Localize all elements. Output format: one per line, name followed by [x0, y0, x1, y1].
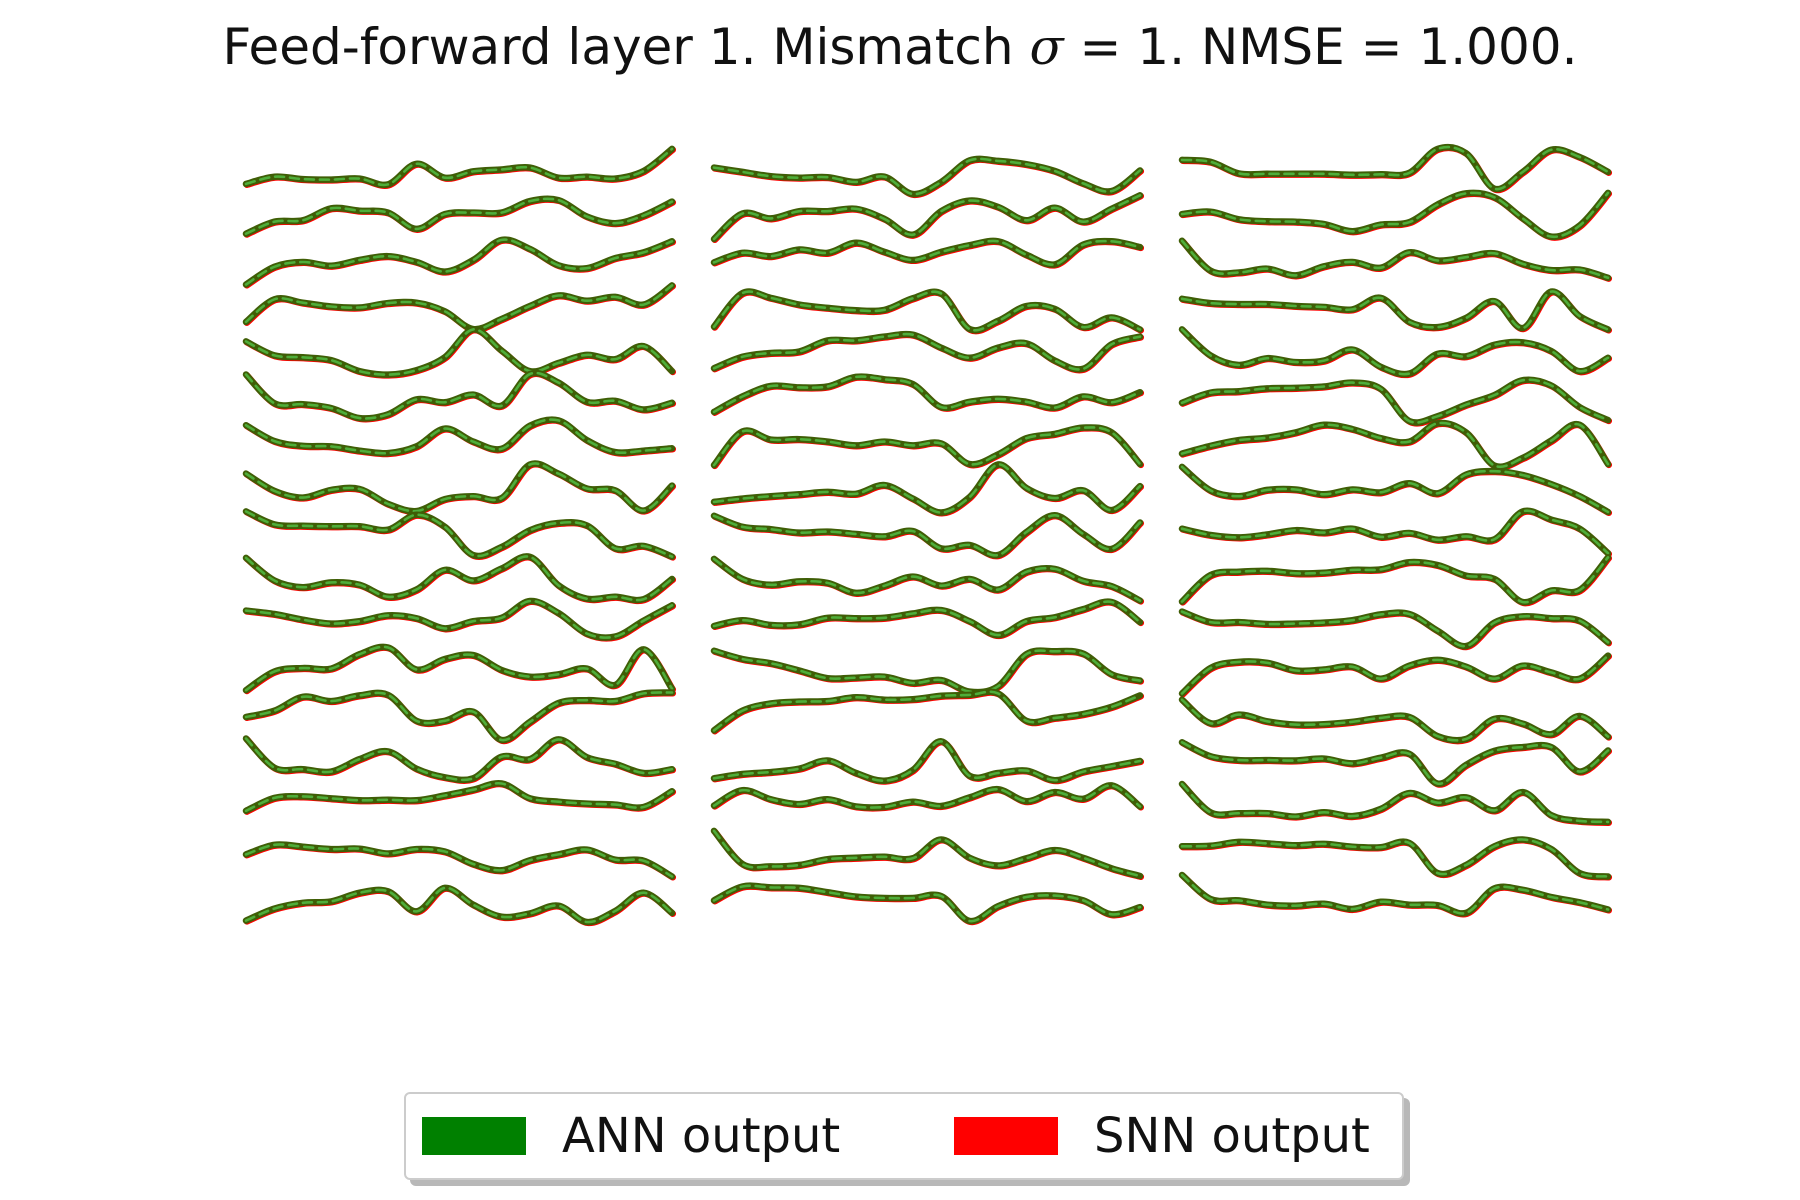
snn-trace-p3-15 — [1179, 781, 1613, 826]
panel-2 — [710, 155, 1145, 926]
ann-trace-highlight-p1-7 — [244, 418, 674, 455]
ann-trace-p2-8 — [710, 461, 1144, 516]
ann-trace-highlight-p1-5 — [244, 328, 674, 376]
chart-title-suffix: = 1. NMSE = 1.000. — [1063, 18, 1578, 76]
ann-trace-p1-13 — [242, 689, 676, 744]
snn-trace-p1-9 — [243, 508, 677, 561]
ann-trace-highlight-p1-14 — [244, 737, 674, 782]
ann-trace-p1-9 — [242, 508, 676, 560]
ann-trace-highlight-p2-11 — [712, 600, 1142, 637]
snn-trace-p2-12 — [711, 648, 1145, 697]
ann-trace-p1-6 — [242, 369, 676, 422]
legend-label-ann: ANN output — [562, 1108, 841, 1164]
ann-trace-highlight-p2-6 — [712, 375, 1142, 414]
ann-trace-highlight-p3-2 — [1180, 191, 1610, 239]
ann-trace-highlight-p2-9 — [712, 513, 1142, 557]
ann-trace-highlight-p3-8 — [1180, 465, 1610, 514]
ann-trace-p2-11 — [710, 598, 1144, 639]
ann-trace-highlight-p3-5 — [1180, 328, 1610, 376]
ann-trace-highlight-p2-4 — [712, 290, 1142, 332]
ann-trace-p3-10 — [1178, 554, 1612, 606]
ann-trace-p3-17 — [1178, 871, 1612, 917]
ann-trace-p2-13 — [710, 688, 1144, 734]
ann-trace-p2-15 — [710, 782, 1144, 811]
snn-trace-p3-5 — [1179, 326, 1613, 379]
ann-trace-p2-3 — [710, 237, 1144, 268]
snn-trace-p2-7 — [711, 424, 1145, 470]
ann-trace-highlight-p1-13 — [244, 691, 674, 742]
ann-trace-highlight-p3-17 — [1180, 873, 1610, 915]
ann-trace-highlight-p1-2 — [244, 197, 674, 235]
ann-trace-highlight-p1-1 — [244, 147, 674, 187]
ann-trace-highlight-p2-7 — [712, 426, 1142, 467]
ann-trace-p3-16 — [1178, 836, 1612, 880]
snn-trace-p3-14 — [1179, 739, 1613, 788]
ann-trace-highlight-p1-6 — [244, 371, 674, 420]
legend-swatch-snn — [954, 1117, 1058, 1155]
ann-trace-highlight-p3-1 — [1180, 145, 1610, 191]
ann-trace-highlight-p2-17 — [712, 884, 1142, 923]
ann-trace-p1-10 — [242, 553, 676, 604]
ann-trace-highlight-p3-15 — [1180, 782, 1610, 824]
ann-trace-p3-2 — [1178, 189, 1612, 241]
ann-trace-highlight-p2-14 — [712, 740, 1142, 783]
panel-1 — [242, 145, 677, 927]
ann-trace-p2-12 — [710, 647, 1144, 696]
ann-trace-highlight-p3-11 — [1180, 610, 1610, 648]
ann-trace-p2-7 — [710, 424, 1144, 469]
legend-swatch-ann — [422, 1117, 526, 1155]
ann-trace-highlight-p3-3 — [1180, 239, 1610, 280]
ann-trace-highlight-p1-8 — [244, 462, 674, 513]
ann-trace-highlight-p3-16 — [1180, 838, 1610, 878]
ann-trace-highlight-p1-11 — [244, 599, 674, 639]
ann-trace-highlight-p2-2 — [712, 194, 1142, 241]
legend-label-snn: SNN output — [1094, 1108, 1370, 1164]
ann-trace-highlight-p3-9 — [1180, 509, 1610, 555]
ann-trace-highlight-p1-17 — [244, 886, 674, 924]
snn-trace-p2-11 — [711, 599, 1145, 640]
legend-entry-snn: SNN output — [954, 1094, 1370, 1178]
panel-3 — [1178, 143, 1613, 918]
ann-trace-p2-9 — [710, 512, 1144, 559]
ann-trace-p3-15 — [1178, 780, 1612, 826]
ann-trace-p3-14 — [1178, 739, 1612, 787]
ann-trace-highlight-p3-6 — [1180, 378, 1610, 424]
ann-trace-p1-5 — [242, 326, 676, 378]
ann-trace-p1-7 — [242, 416, 676, 457]
ann-trace-highlight-p3-10 — [1180, 556, 1610, 604]
ann-trace-highlight-p1-12 — [244, 645, 674, 692]
chart-title-prefix: Feed-forward layer 1. Mismatch — [222, 18, 1030, 76]
ann-trace-p1-16 — [242, 841, 676, 880]
ann-trace-highlight-p1-15 — [244, 781, 674, 813]
legend-entry-ann: ANN output — [422, 1094, 840, 1178]
ann-trace-highlight-p1-4 — [244, 284, 674, 331]
ann-trace-highlight-p3-13 — [1180, 698, 1610, 742]
ann-trace-highlight-p1-10 — [244, 555, 674, 602]
ann-trace-highlight-p2-12 — [712, 649, 1142, 694]
ann-trace-p1-11 — [242, 597, 676, 641]
ann-trace-highlight-p3-7 — [1180, 421, 1610, 469]
ann-trace-p2-6 — [710, 373, 1144, 416]
chart-title-symbol: σ — [1029, 18, 1064, 76]
ann-trace-highlight-p1-9 — [244, 510, 674, 558]
ann-trace-highlight-p3-14 — [1180, 741, 1610, 785]
ann-trace-highlight-p2-5 — [712, 332, 1142, 371]
snn-trace-p2-17 — [711, 883, 1145, 926]
ann-trace-highlight-p2-16 — [712, 829, 1142, 878]
ann-trace-p3-8 — [1178, 463, 1612, 516]
ann-trace-highlight-p2-1 — [712, 157, 1142, 196]
ann-trace-p1-8 — [242, 460, 676, 515]
ann-trace-p1-17 — [242, 884, 676, 926]
ann-trace-highlight-p1-16 — [244, 843, 674, 878]
ann-trace-highlight-p1-3 — [244, 238, 674, 286]
ann-trace-highlight-p2-15 — [712, 784, 1142, 809]
ann-trace-highlight-p2-13 — [712, 690, 1142, 732]
ann-trace-highlight-p3-12 — [1180, 654, 1610, 695]
ann-trace-highlight-p3-4 — [1180, 290, 1610, 331]
ann-trace-highlight-p2-8 — [712, 463, 1142, 514]
legend: ANN output SNN output — [404, 1092, 1404, 1180]
chart-title: Feed-forward layer 1. Mismatch σ = 1. NM… — [0, 18, 1800, 76]
ann-trace-highlight-p2-10 — [712, 557, 1142, 602]
